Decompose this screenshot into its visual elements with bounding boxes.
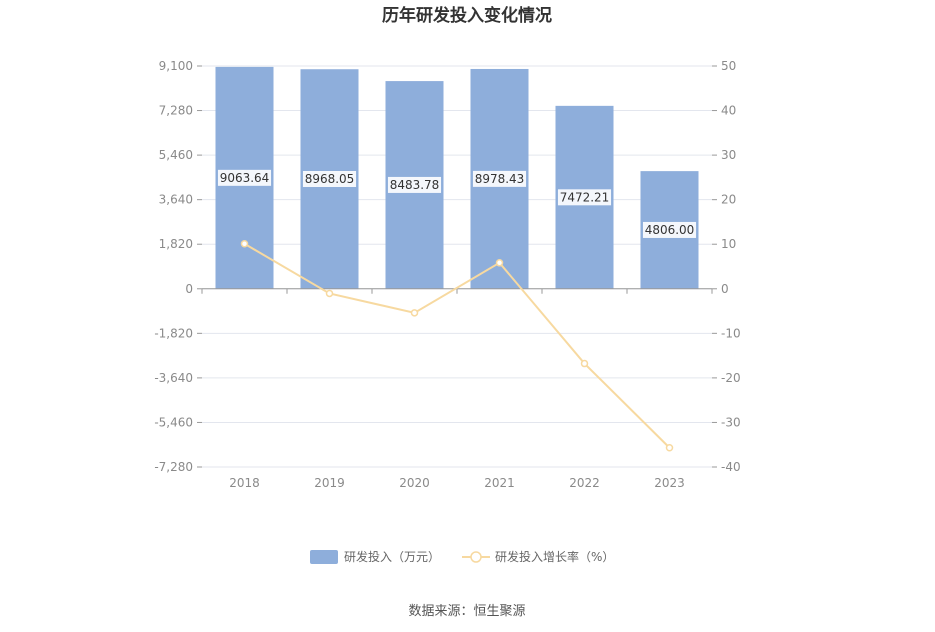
gridlines — [197, 65, 717, 468]
right-tick-label: 20 — [721, 193, 736, 207]
bar-label-bg — [642, 221, 697, 238]
line-series — [240, 240, 674, 452]
growth-point — [240, 240, 249, 248]
right-tick-label: -20 — [721, 371, 741, 385]
bar-label-bg — [302, 171, 357, 188]
left-tick-label: 0 — [185, 282, 193, 296]
bar-label-bg — [217, 169, 272, 186]
left-tick-label: -3,640 — [154, 371, 193, 385]
bar-value-label: 7472.21 — [560, 190, 610, 204]
left-tick-label: 9,100 — [159, 59, 193, 73]
legend: 研发投入（万元） 研发投入增长率（%） — [310, 549, 614, 564]
left-tick-label: -5,460 — [154, 415, 193, 429]
left-tick-label: 7,280 — [159, 104, 193, 118]
bar-label-bg — [557, 189, 612, 206]
growth-point — [325, 289, 334, 298]
right-tick-label: 10 — [721, 237, 736, 251]
growth-point — [665, 444, 674, 452]
growth-line — [243, 242, 671, 449]
x-axis-labels: 2018 2019 2020 2021 2022 2023 — [201, 288, 713, 490]
legend-bar-label: 研发投入（万元） — [344, 549, 440, 564]
x-tick-label: 2018 — [229, 476, 260, 490]
bar-value-label: 4806.00 — [645, 223, 695, 237]
x-tick-label: 2019 — [314, 476, 345, 490]
growth-point — [580, 359, 589, 368]
source-text: 数据来源：恒生聚源 — [408, 604, 525, 619]
legend-item-line[interactable]: 研发投入增长率（%） — [462, 549, 614, 564]
bar-value-label: 8968.05 — [305, 172, 355, 186]
x-tick-label: 2023 — [654, 476, 685, 490]
right-tick-label: -30 — [721, 415, 741, 429]
bar-value-label: 8978.43 — [475, 172, 525, 186]
chart-title: 历年研发投入变化情况 — [382, 5, 552, 26]
right-tick-label: 50 — [721, 59, 736, 73]
x-tick-label: 2020 — [399, 476, 430, 490]
left-axis-ticks: 9,100 7,280 5,460 3,640 1,820 0 -1,820 -3,640 -5… — [154, 59, 193, 474]
right-tick-label: 0 — [721, 282, 729, 296]
left-tick-label: 3,640 — [159, 193, 193, 207]
right-tick-label: -40 — [721, 460, 741, 474]
left-tick-label: 1,820 — [159, 237, 193, 251]
left-tick-label: 5,460 — [159, 148, 193, 162]
right-tick-label: -10 — [721, 326, 741, 340]
legend-bar-swatch — [310, 550, 338, 564]
right-axis-ticks: 50 40 30 20 10 0 -10 -20 -30 -40 — [721, 59, 741, 474]
left-tick-label: -7,280 — [154, 460, 193, 474]
bar-label-bg — [387, 176, 442, 193]
legend-line-label: 研发投入增长率（%） — [495, 549, 614, 564]
left-tick-label: -1,820 — [154, 326, 193, 340]
legend-item-bar[interactable]: 研发投入（万元） — [310, 549, 440, 564]
growth-point — [410, 309, 419, 317]
bar-label-bg — [472, 170, 527, 187]
x-tick-label: 2021 — [484, 476, 515, 490]
right-tick-label: 40 — [721, 104, 736, 118]
growth-point — [495, 259, 504, 267]
bar-value-label: 9063.64 — [220, 171, 270, 185]
legend-line-marker — [470, 551, 482, 563]
bar-value-labels: 9063.64 8968.05 8483.78 8978.43 7472.21 4806.… — [217, 169, 697, 238]
bar-series — [215, 66, 699, 289]
x-tick-label: 2022 — [569, 476, 600, 490]
bar-value-label: 8483.78 — [390, 178, 440, 192]
right-tick-label: 30 — [721, 148, 736, 162]
